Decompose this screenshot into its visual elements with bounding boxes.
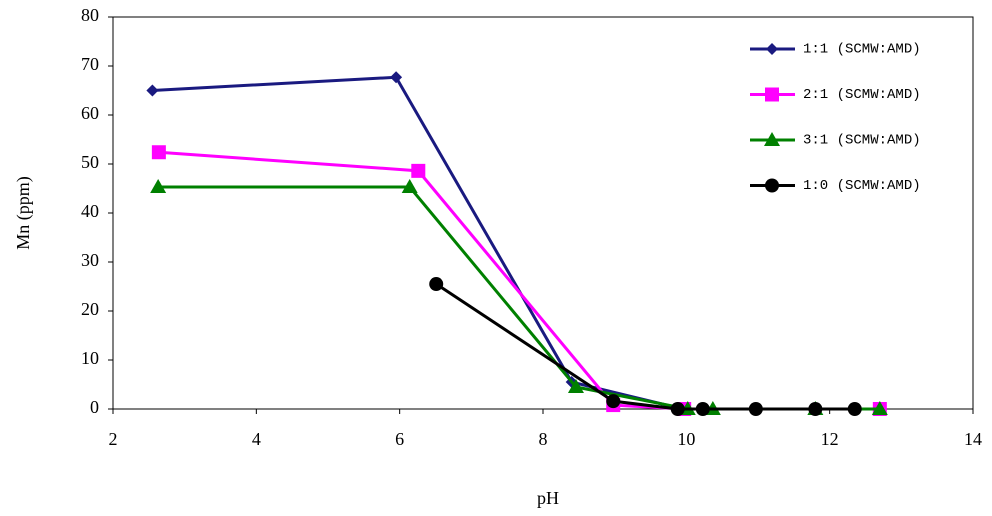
y-tick-label: 50 [81,152,99,172]
marker [390,71,403,84]
y-tick-label: 70 [81,54,99,74]
series-line [435,282,855,411]
x-tick-label: 14 [964,429,982,449]
y-tick-label: 0 [90,397,99,417]
marker [151,145,166,160]
marker [150,179,167,194]
y-axis-label: Mn (ppm) [13,176,34,250]
x-tick-label: 10 [677,429,695,449]
marker [606,394,621,409]
y-tick-label: 20 [81,299,99,319]
legend-label: 1:1 (SCMW:AMD) [803,42,921,58]
x-tick-label: 2 [109,429,118,449]
y-tick-label: 80 [81,5,99,25]
y-tick-label: 60 [81,103,99,123]
marker [567,378,584,393]
marker [748,402,763,416]
marker [146,84,159,97]
marker [411,163,426,178]
marker [670,402,685,416]
x-tick-label: 8 [539,429,548,449]
x-axis-label: pH [537,488,559,508]
marker [808,402,823,416]
y-tick-label: 40 [81,201,99,221]
legend-label: 1:0 (SCMW:AMD) [803,178,921,194]
legend-marker [766,43,778,55]
plot-frame [112,16,974,410]
marker [847,402,862,416]
y-tick-label: 30 [81,250,99,270]
series-line [152,75,684,411]
x-tick-label: 12 [821,429,839,449]
marker [429,277,444,292]
marker [695,402,710,416]
x-tick-label: 4 [252,429,261,449]
marker [871,401,888,415]
y-tick-label: 10 [81,348,99,368]
x-tick-label: 6 [395,429,404,449]
legend-marker [765,178,779,193]
marker [401,179,418,194]
legend-label: 2:1 (SCMW:AMD) [803,87,921,103]
legend-marker [765,87,779,102]
series-line [158,185,880,411]
legend-label: 3:1 (SCMW:AMD) [803,133,921,149]
legend-marker [764,132,780,146]
